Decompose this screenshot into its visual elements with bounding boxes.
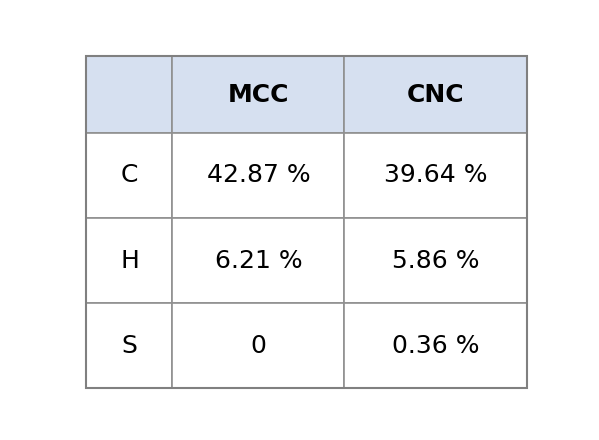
Text: 6.21 %: 6.21 % <box>214 249 302 272</box>
Text: 39.64 %: 39.64 % <box>384 164 488 187</box>
Text: MCC: MCC <box>228 83 289 106</box>
Bar <box>86 133 173 218</box>
Bar <box>173 303 344 388</box>
Text: H: H <box>120 249 139 272</box>
Text: 5.86 %: 5.86 % <box>392 249 480 272</box>
Bar <box>173 133 344 218</box>
Text: S: S <box>122 334 137 358</box>
Bar <box>344 133 528 218</box>
Text: CNC: CNC <box>407 83 465 106</box>
Text: 0: 0 <box>250 334 267 358</box>
Bar <box>344 56 528 133</box>
Bar <box>344 303 528 388</box>
Text: 0.36 %: 0.36 % <box>392 334 480 358</box>
Text: C: C <box>121 164 138 187</box>
Bar <box>86 218 173 303</box>
Bar <box>173 56 344 133</box>
Bar <box>86 56 173 133</box>
Bar <box>173 218 344 303</box>
Bar <box>344 218 528 303</box>
Bar <box>86 303 173 388</box>
Text: 42.87 %: 42.87 % <box>207 164 310 187</box>
